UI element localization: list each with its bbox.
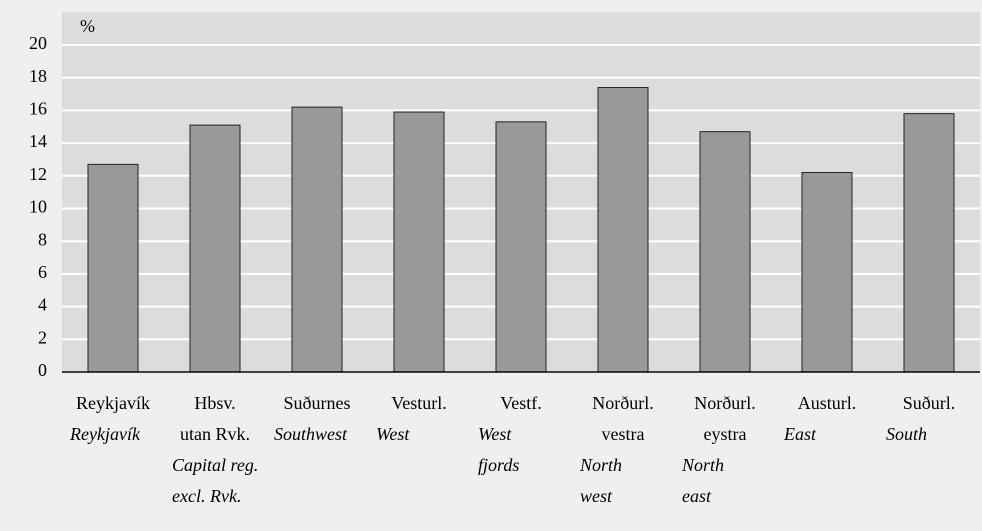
x-tick-label: Reykjavík bbox=[76, 393, 150, 413]
x-tick-label: Vesturl. bbox=[391, 393, 447, 413]
x-tick-label-english: Capital reg. bbox=[172, 455, 258, 475]
y-tick-label: 10 bbox=[29, 197, 47, 217]
y-tick-label: 12 bbox=[29, 164, 47, 184]
x-tick-label-english: east bbox=[682, 486, 712, 506]
x-tick-label-english: Southwest bbox=[274, 424, 348, 444]
x-tick-label-english: west bbox=[580, 486, 613, 506]
x-tick-label: vestra bbox=[602, 424, 645, 444]
y-tick-label: 20 bbox=[29, 33, 47, 53]
x-tick-label-english: North bbox=[579, 455, 622, 475]
bar bbox=[903, 113, 955, 373]
bar bbox=[699, 131, 751, 373]
x-tick-label: Norðurl. bbox=[592, 393, 654, 413]
x-tick-label: Austurl. bbox=[798, 393, 857, 413]
bar bbox=[801, 172, 853, 373]
x-tick-label-english: South bbox=[886, 424, 927, 444]
y-tick-label: 8 bbox=[38, 229, 47, 249]
bar bbox=[291, 106, 343, 373]
x-tick-label: eystra bbox=[704, 424, 747, 444]
y-tick-label: 0 bbox=[38, 360, 47, 380]
y-tick-label: 2 bbox=[38, 327, 47, 347]
x-tick-label: Hbsv. bbox=[194, 393, 235, 413]
x-tick-label: Suðurl. bbox=[903, 393, 956, 413]
x-tick-label-english: fjords bbox=[478, 455, 519, 475]
y-tick-label: 18 bbox=[29, 66, 47, 86]
y-tick-label: 6 bbox=[38, 262, 47, 282]
y-tick-label: 4 bbox=[38, 295, 47, 315]
x-tick-label-english: West bbox=[376, 424, 410, 444]
x-tick-label: Norðurl. bbox=[694, 393, 756, 413]
bar bbox=[393, 111, 445, 373]
x-tick-label-english: West bbox=[478, 424, 512, 444]
x-tick-label: utan Rvk. bbox=[180, 424, 250, 444]
x-tick-label-english: North bbox=[681, 455, 724, 475]
bar bbox=[495, 121, 547, 373]
x-tick-label-english: Reykjavík bbox=[69, 424, 141, 444]
y-axis-label: % bbox=[80, 16, 95, 36]
y-tick-label: 16 bbox=[29, 99, 47, 119]
bar bbox=[87, 163, 139, 373]
x-tick-label: Vestf. bbox=[500, 393, 542, 413]
x-tick-label-english: excl. Rvk. bbox=[172, 486, 241, 506]
bar bbox=[189, 124, 241, 373]
bar bbox=[597, 87, 649, 373]
x-tick-label-english: East bbox=[783, 424, 817, 444]
x-tick-label: Suðurnes bbox=[284, 393, 351, 413]
y-tick-label: 14 bbox=[29, 131, 47, 151]
